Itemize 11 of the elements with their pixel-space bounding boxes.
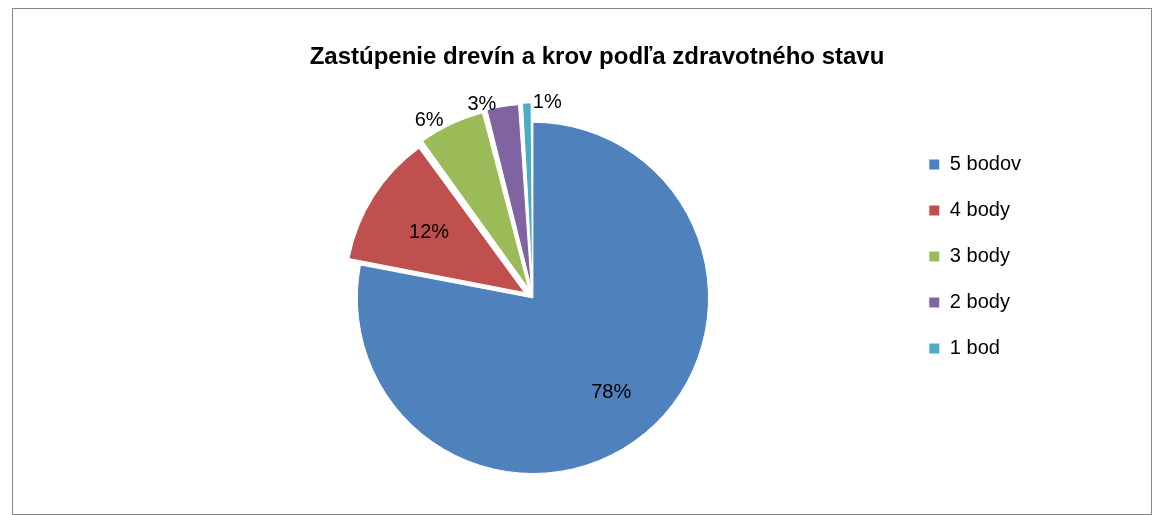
data-label: 12% [409,219,450,242]
legend-label: 5 bodov [949,152,1021,175]
legend-label: 2 body [949,290,1010,313]
legend-label: 1 bod [949,336,1000,359]
data-label: 78% [591,380,632,403]
data-label: 1% [532,89,562,112]
legend-label: 3 body [949,244,1010,267]
chart-title: Zastúpenie drevín a krov podľa zdravotného stavu [309,42,885,70]
data-label: 3% [467,92,497,115]
data-label: 6% [414,108,444,131]
legend-label: 4 body [949,198,1010,221]
